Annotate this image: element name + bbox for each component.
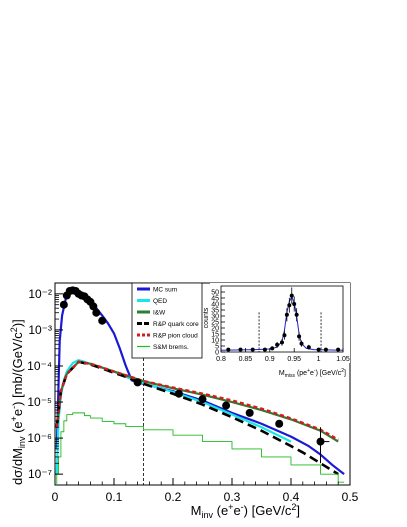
inset-data-point: [280, 340, 284, 345]
data-point: [89, 302, 98, 311]
inset-x-tick-label: 0.85: [239, 356, 253, 363]
inset-y-tick-label: 45: [211, 296, 219, 303]
inset-y-tick-label: 50: [211, 290, 219, 297]
data-markers-layer: [59, 286, 330, 464]
data-point: [198, 395, 207, 404]
data-point: [222, 401, 231, 410]
inset-data-point: [287, 303, 292, 308]
inset-chart: 0.8 0.85 0.9 0.95 1 1.0505101520253035404550 …: [203, 283, 350, 379]
y-tick-label: 10⁻⁵: [27, 395, 52, 409]
inset-data-point: [238, 347, 243, 352]
legend-label: R&P quark core: [153, 321, 199, 328]
legend-label: S&M brems.: [153, 344, 189, 351]
inset-y-tick-label: 25: [211, 320, 219, 327]
series-line-qed: [55, 359, 292, 475]
inset-data-point: [294, 312, 299, 317]
x-tick-label: 0.1: [106, 490, 123, 504]
series-line-s-m-brems-: [56, 412, 345, 485]
data-point: [245, 408, 254, 417]
main-plot-frame: [54, 282, 351, 486]
x-tick-label: 0.5: [342, 490, 359, 504]
x-axis-label: Minv (e+e-) [GeV/c2]: [191, 502, 300, 520]
y-axis-label: dσ/dMinv (e+e-) [mb/(GeV/c2)]: [9, 319, 27, 485]
data-point: [316, 437, 325, 446]
inset-x-tick-label: 1: [317, 356, 321, 363]
inset-data-point: [250, 347, 255, 352]
inset-y-tick-label: 15: [211, 332, 219, 339]
legend-label: R&P pion cloud: [153, 333, 198, 340]
legend-label: I&W: [153, 310, 166, 317]
legend: MC sum QED I&W R&P quark core R&P pion cloud…: [131, 282, 203, 359]
main-chart: 0 0.1 0.2 0.3 0.4 0.5 10⁻⁷ 10⁻⁶ 10⁻⁵ 10⁻⁴ 10⁻³ 10⁻²…: [9, 282, 359, 520]
inset-y-tick-label: 35: [211, 308, 219, 315]
inset-background: [210, 283, 350, 363]
data-point: [59, 300, 68, 309]
inset-x-tick-label: 1.05: [336, 356, 350, 363]
data-point: [98, 316, 107, 325]
inset-data-point: [275, 342, 280, 347]
inset-data-point: [336, 347, 341, 352]
x-tick-label: 0: [52, 490, 59, 504]
inset-y-tick-label: 30: [211, 314, 219, 321]
y-tick-label: 10⁻⁷: [28, 467, 52, 481]
inset-y-tick-label: 5: [215, 344, 219, 351]
inset-data-point: [323, 347, 328, 352]
legend-label: MC sum: [153, 287, 177, 294]
inset-x-axis-label: Mmiss (pe+e-) [GeV/c2]: [279, 368, 346, 379]
main-axes: 0 0.1 0.2 0.3 0.4 0.5 10⁻⁷ 10⁻⁶ 10⁻⁵ 10⁻⁴ 10⁻³ 10⁻²: [27, 282, 359, 504]
inset-data-point: [284, 312, 289, 317]
legend-box: [131, 282, 203, 359]
inset-data-point: [292, 302, 297, 306]
x-tick-label: 0.2: [165, 490, 182, 504]
inset-data-point: [226, 347, 231, 352]
legend-items: MC sum QED I&W R&P quark core R&P pion cloud…: [137, 287, 199, 351]
data-point: [174, 389, 183, 398]
y-tick-label: 10⁻⁶: [27, 431, 52, 445]
y-tick-label: 10⁻⁴: [27, 359, 52, 373]
y-tick-label: 10⁻²: [28, 287, 52, 301]
x-tick-label: 0.3: [224, 490, 241, 504]
inset-plot-frame: [220, 285, 344, 353]
inset-plot-area: [221, 287, 343, 352]
data-point: [92, 308, 101, 317]
series-line-r-p-pion-cloud: [55, 360, 339, 441]
inset-data-point: [270, 346, 275, 351]
inset-data-point: [289, 293, 294, 298]
inset-y-tick-label: 0: [215, 350, 219, 357]
inset-x-tick-label: 0.9: [265, 356, 275, 363]
inset-x-tick-label: 0.8: [216, 356, 226, 363]
inset-data-point: [306, 345, 311, 350]
inset-x-tick-label: 0.95: [287, 356, 301, 363]
inset-data-point: [262, 347, 267, 352]
inset-y-tick-label: 40: [211, 302, 219, 309]
inset-data-point: [297, 334, 302, 339]
x-tick-label: 0.4: [283, 490, 300, 504]
inset-y-tick-label: 20: [211, 326, 219, 333]
main-plot-area: [55, 283, 345, 485]
inset-y-axis-label: counts: [203, 307, 210, 328]
inset-data-point: [299, 341, 304, 346]
data-point: [275, 419, 284, 428]
data-point: [133, 378, 142, 387]
inset-data-point: [282, 333, 287, 338]
legend-label: QED: [153, 298, 167, 305]
inset-y-tick-label: 10: [211, 338, 219, 345]
y-tick-label: 10⁻³: [28, 323, 52, 337]
